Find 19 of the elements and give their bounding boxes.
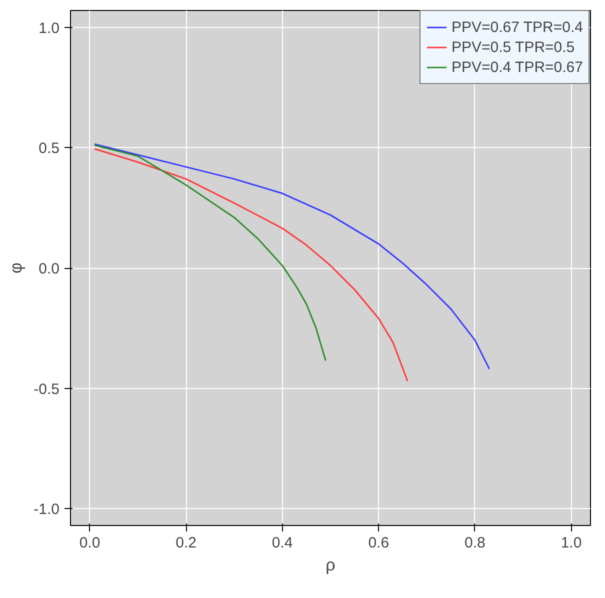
legend-label: PPV=0.5 TPR=0.5 — [452, 38, 575, 56]
legend-label: PPV=0.4 TPR=0.67 — [452, 58, 583, 76]
line-series — [94, 144, 326, 362]
y-tick-label: -1.0 — [34, 501, 60, 518]
x-tick-label: 0.0 — [79, 534, 100, 552]
y-tick-label: 0.5 — [38, 140, 60, 158]
y-tick-label: -0.5 — [34, 380, 60, 398]
line-series — [94, 143, 490, 370]
x-tick-label: 0.2 — [176, 534, 196, 552]
x-tick-label: 1.0 — [560, 534, 582, 552]
y-tick-label: 1.0 — [38, 20, 60, 37]
y-tick-label: 0.0 — [38, 260, 60, 278]
legend-label: PPV=0.67 TPR=0.4 — [452, 18, 583, 36]
x-tick-label: 0.4 — [272, 534, 293, 552]
line-series — [94, 148, 408, 382]
y-axis-title: φ — [6, 262, 26, 274]
x-tick-label: 0.6 — [368, 534, 390, 552]
x-tick-label: 0.8 — [464, 534, 486, 552]
x-axis-title: ρ — [326, 556, 336, 574]
